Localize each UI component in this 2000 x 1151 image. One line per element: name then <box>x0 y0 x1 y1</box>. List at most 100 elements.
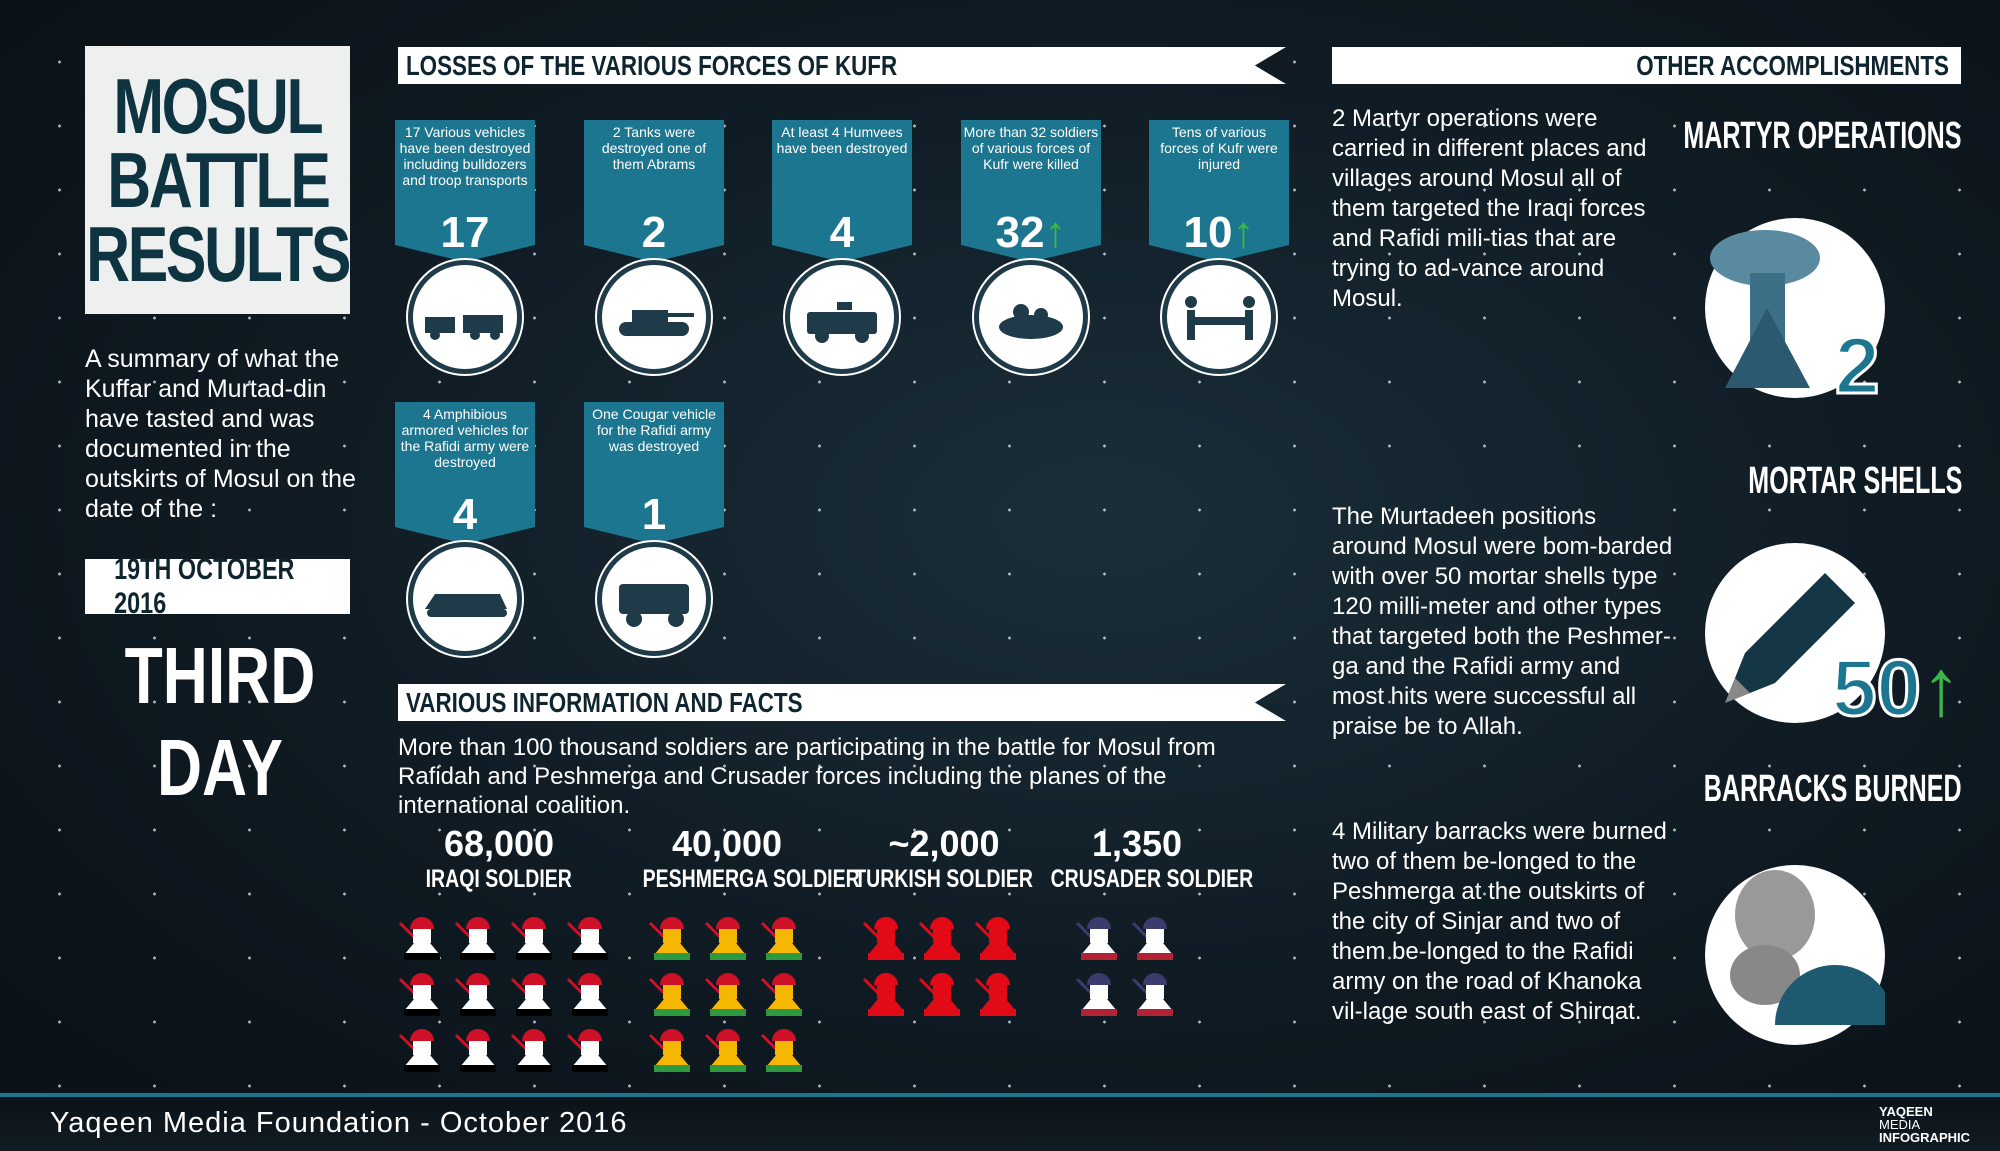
soldier-icon <box>760 973 802 1016</box>
loss-card: More than 32 soldiers of various forces … <box>961 120 1101 262</box>
soldier-icon <box>1131 917 1173 960</box>
soldier-icon <box>918 973 960 1016</box>
stat-label: CRUSADER SOLDIER <box>1050 865 1254 893</box>
soldier-icon <box>648 917 690 960</box>
burning-barracks-icon <box>1705 865 1895 1045</box>
loss-card-text: 4 Amphibious armored vehicles for the Ra… <box>400 406 530 470</box>
loss-card: One Cougar vehicle for the Rafidi army w… <box>584 402 724 544</box>
stat-label: IRAQI SOLDIER <box>425 865 573 893</box>
stat-turkey: ~2,000 TURKISH SOLDIER <box>829 823 1059 894</box>
soldier-icon <box>974 973 1016 1016</box>
info-header-text: VARIOUS INFORMATION AND FACTS <box>406 687 803 718</box>
barracks-text: 4 Military barracks were burned two of t… <box>1332 818 1667 1025</box>
cougar-vehicle-icon <box>595 540 713 658</box>
stat-number: 68,000 <box>443 823 555 864</box>
stat-number: ~2,000 <box>888 823 1000 864</box>
soldier-icon <box>510 917 552 960</box>
title-box: MOSUL BATTLE RESULTS <box>85 46 351 314</box>
up-arrow-icon: ↑ <box>1044 208 1067 257</box>
up-arrow-icon: ↑ <box>1232 208 1255 257</box>
loss-card-value: 4 <box>452 490 478 539</box>
soldier-icon-grid <box>398 915 614 1073</box>
loss-card: Tens of various forces of Kufr were inju… <box>1149 120 1289 262</box>
mortar-heading: MORTAR SHELLS <box>1638 460 1962 503</box>
soldier-icon <box>1131 973 1173 1016</box>
soldier-icon <box>974 917 1016 960</box>
title-line: BATTLE <box>106 136 331 224</box>
soldier-icon <box>760 1029 802 1072</box>
loss-card-text: At least 4 Humvees have been destroyed <box>776 124 908 156</box>
day-text: THIRD DAY <box>124 631 316 812</box>
stat-number: 1,350 <box>1091 823 1183 864</box>
day-label: THIRD DAY <box>70 630 370 814</box>
loss-card-value: 10↑ <box>1183 208 1255 257</box>
soldier-icon <box>566 1029 608 1072</box>
loss-card-value: 1 <box>641 490 667 539</box>
soldier-icon <box>398 917 440 960</box>
loss-card-text: 2 Tanks were destroyed one of them Abram… <box>601 124 707 172</box>
martyr-heading: MARTYR OPERATIONS <box>1540 115 1962 158</box>
bulldozer-truck-icon <box>406 258 524 376</box>
barracks-heading: BARRACKS BURNED <box>1571 768 1962 811</box>
stat-iraq: 68,000 IRAQI SOLDIER <box>384 823 614 894</box>
soldier-icon-grid <box>648 915 808 1073</box>
other-header: OTHER ACCOMPLISHMENTS <box>1332 47 1961 84</box>
explosion-icon <box>1705 218 1885 398</box>
soldier-icon <box>510 973 552 1016</box>
stat-label: TURKISH SOLDIER <box>854 865 1034 893</box>
killed-soldiers-icon <box>972 258 1090 376</box>
soldier-icon <box>566 973 608 1016</box>
summary-text: A summary of what the Kuffar and Murtad-… <box>85 345 356 523</box>
loss-card-value: 2 <box>641 208 667 257</box>
stat-label: PESHMERGA SOLDIER <box>642 865 860 893</box>
soldier-icon <box>566 917 608 960</box>
mortar-value: 50↑ <box>1831 642 1961 734</box>
mortar-shell-icon <box>1705 543 1885 723</box>
soldier-icon-grid <box>1075 915 1179 1017</box>
stretcher-icon <box>1160 258 1278 376</box>
soldier-icon <box>760 917 802 960</box>
up-arrow-icon: ↑ <box>1920 643 1961 732</box>
loss-card-value: 17 <box>440 208 490 257</box>
soldier-icon <box>648 973 690 1016</box>
loss-card: 4 Amphibious armored vehicles for the Ra… <box>395 402 535 544</box>
date-box: 19TH OCTOBER 2016 <box>85 553 350 620</box>
soldier-icon-grid <box>862 915 1022 1017</box>
title-line: RESULTS <box>85 210 351 298</box>
title-line: MOSUL <box>113 62 324 150</box>
soldier-icon <box>918 917 960 960</box>
loss-card-value: 4 <box>829 208 855 257</box>
losses-header-text: LOSSES OF THE VARIOUS FORCES OF KUFR <box>406 50 898 81</box>
humvee-icon <box>783 258 901 376</box>
martyr-value: 2 <box>1834 320 1881 412</box>
loss-card: 17 Various vehicles have been destroyed … <box>395 120 535 262</box>
soldier-icon <box>454 1029 496 1072</box>
soldier-icon <box>704 1029 746 1072</box>
soldier-icon <box>1075 917 1117 960</box>
loss-card-text: 17 Various vehicles have been destroyed … <box>399 124 531 188</box>
date: 19TH OCTOBER 2016 <box>114 552 295 620</box>
amphibious-vehicle-icon <box>406 540 524 658</box>
martyr-text: 2 Martyr operations were carried in diff… <box>1332 105 1647 312</box>
soldier-icon <box>398 973 440 1016</box>
soldier-icon <box>862 917 904 960</box>
other-header-text: OTHER ACCOMPLISHMENTS <box>1636 50 1949 81</box>
soldier-icon <box>454 973 496 1016</box>
soldier-icon <box>704 973 746 1016</box>
soldier-icon <box>648 1029 690 1072</box>
loss-card-value: 32↑ <box>995 208 1067 257</box>
soldier-icon <box>862 973 904 1016</box>
yaqeen-logo: YAQEEN MEDIA INFOGRAPHIC <box>1879 1104 1970 1145</box>
loss-card: At least 4 Humvees have been destroyed 4 <box>772 120 912 262</box>
info-text: More than 100 thousand soldiers are part… <box>398 734 1216 819</box>
martyr-heading-text: MARTYR OPERATIONS <box>1683 115 1962 157</box>
barracks-heading-text: BARRACKS BURNED <box>1704 768 1962 810</box>
soldier-icon <box>454 917 496 960</box>
footer: Yaqeen Media Foundation - October 2016 Y… <box>0 1093 2000 1151</box>
stat-kurdistan: 40,000 PESHMERGA SOLDIER <box>612 823 860 894</box>
stat-usa: 1,350 CRUSADER SOLDIER <box>1022 823 1254 894</box>
stat-number: 40,000 <box>671 823 783 864</box>
mortar-heading-text: MORTAR SHELLS <box>1747 460 1962 502</box>
losses-header: LOSSES OF THE VARIOUS FORCES OF KUFR <box>398 47 1286 84</box>
info-header: VARIOUS INFORMATION AND FACTS <box>398 684 1286 721</box>
